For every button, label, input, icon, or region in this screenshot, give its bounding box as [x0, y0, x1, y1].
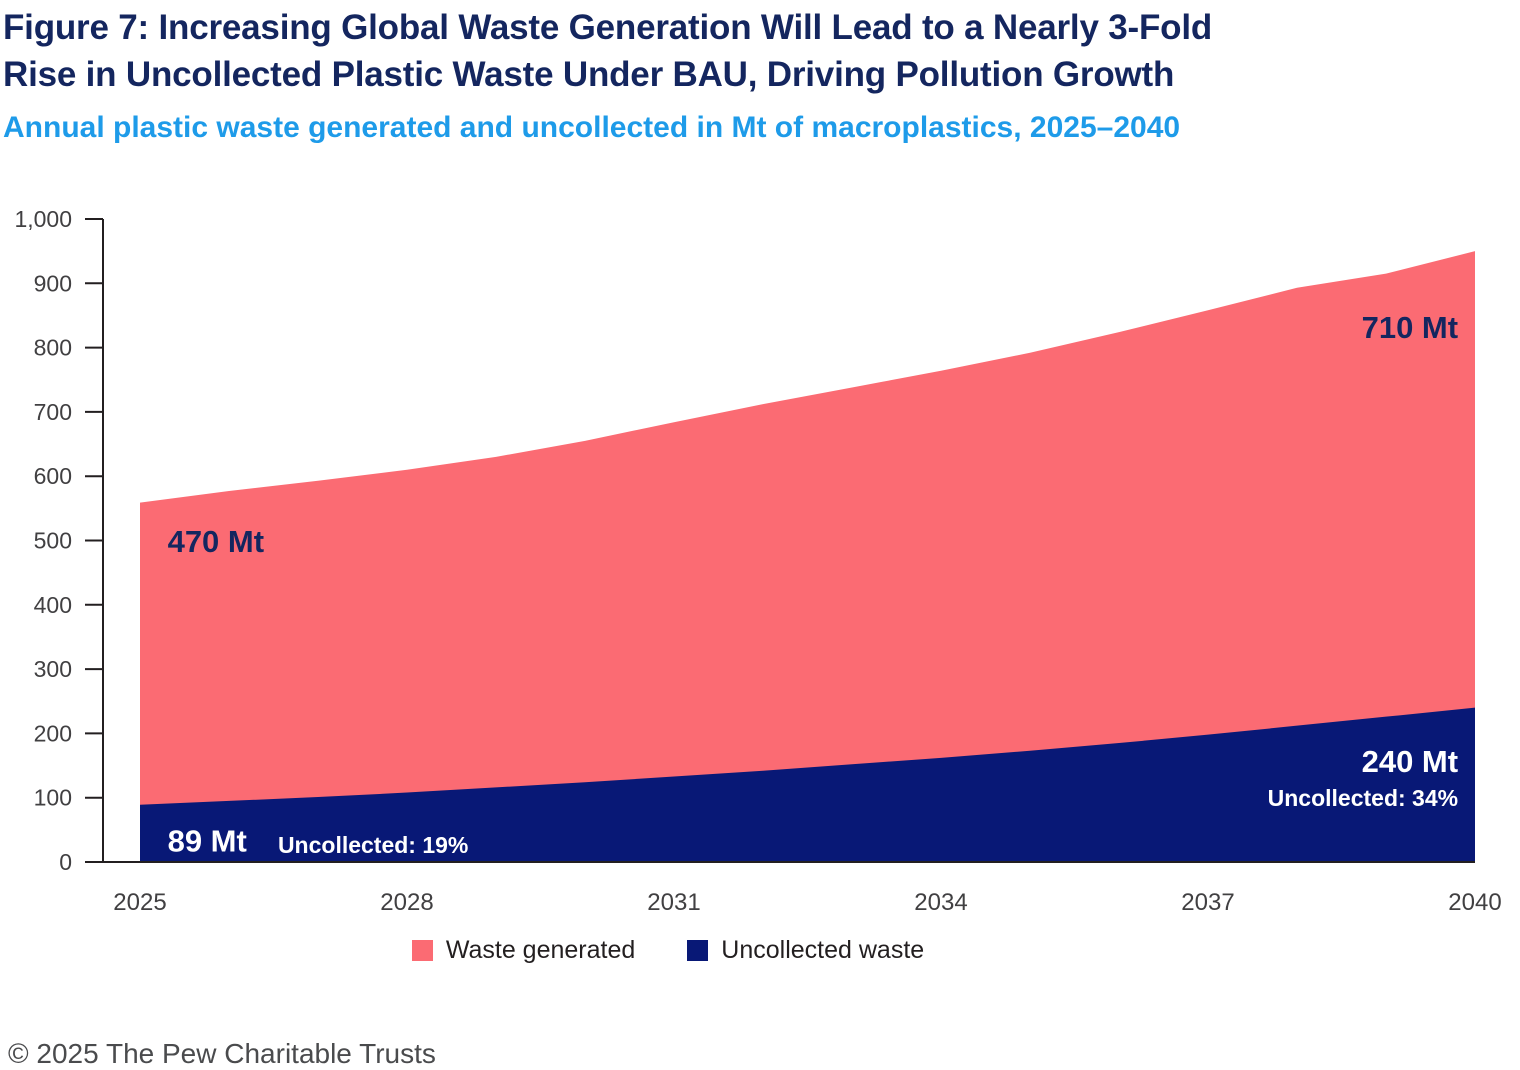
- chart-annotation: 470 Mt: [168, 524, 264, 559]
- chart-annotation: 89 Mt: [168, 824, 247, 859]
- y-tick-label: 300: [34, 656, 72, 682]
- area-uncollected-waste: [140, 707, 1475, 862]
- chart-legend: Waste generated Uncollected waste: [0, 936, 1336, 965]
- x-tick-label: 2028: [380, 889, 433, 916]
- waste-generated-swatch-icon: [411, 940, 433, 961]
- figure-subtitle: Annual plastic waste generated and uncol…: [3, 111, 1181, 144]
- chart-annotation: 240 Mt: [1362, 744, 1458, 779]
- x-tick-label: 2040: [1448, 889, 1501, 916]
- y-tick-label: 500: [34, 528, 72, 554]
- chart-annotation: Uncollected: 34%: [1268, 785, 1458, 811]
- x-tick-label: 2025: [113, 889, 166, 916]
- y-tick-label: 1,000: [14, 206, 72, 232]
- figure-header: Figure 7: Increasing Global Waste Genera…: [3, 4, 1513, 146]
- y-tick-label: 400: [34, 592, 72, 618]
- chart-annotation: Uncollected: 19%: [278, 832, 468, 858]
- legend-item-uncollected-waste: Uncollected waste: [687, 936, 924, 965]
- copyright-text: © 2025 The Pew Charitable Trusts: [8, 1038, 436, 1069]
- area-waste-generated: [140, 251, 1475, 862]
- legend-item-waste-generated: Waste generated: [411, 936, 636, 965]
- y-tick-label: 100: [34, 785, 72, 811]
- y-tick-label: 600: [34, 463, 72, 489]
- figure-title-line-1: Figure 7: Increasing Global Waste Genera…: [3, 8, 1213, 47]
- y-tick-label: 0: [59, 849, 72, 875]
- legend-label-uncollected-waste: Uncollected waste: [721, 936, 925, 964]
- x-tick-label: 2037: [1181, 889, 1234, 916]
- y-tick-label: 800: [34, 335, 72, 361]
- y-tick-label: 700: [34, 399, 72, 425]
- uncollected-waste-swatch-icon: [687, 940, 709, 961]
- legend-label-waste-generated: Waste generated: [445, 936, 636, 964]
- x-tick-label: 2031: [647, 889, 700, 916]
- y-tick-label: 900: [34, 270, 72, 296]
- y-tick-label: 200: [34, 720, 72, 746]
- chart-annotation: 710 Mt: [1362, 310, 1458, 345]
- x-tick-label: 2034: [914, 889, 967, 916]
- figure-title-line-2: Rise in Uncollected Plastic Waste Under …: [3, 55, 1175, 94]
